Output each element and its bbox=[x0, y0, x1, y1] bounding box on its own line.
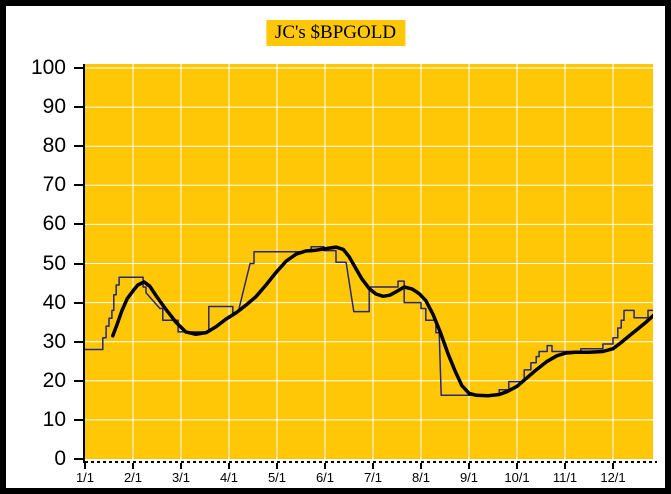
x-axis-tick-label: 3/1 bbox=[171, 470, 191, 485]
y-axis-tick bbox=[74, 458, 84, 460]
x-axis-tick bbox=[516, 463, 518, 469]
x-axis-tick bbox=[372, 463, 374, 469]
x-axis-tick-label: 4/1 bbox=[219, 470, 239, 485]
y-axis-tick-label: 90 bbox=[42, 95, 66, 119]
x-axis-tick-label: 6/1 bbox=[315, 470, 335, 485]
x-axis-tick bbox=[132, 463, 134, 469]
chart-title: JC's $BPGOLD bbox=[265, 20, 406, 46]
x-axis-tick bbox=[228, 463, 230, 469]
y-axis-tick bbox=[74, 418, 84, 421]
y-axis-tick-label: 100 bbox=[30, 56, 66, 79]
y-axis-tick-label: 20 bbox=[42, 368, 66, 392]
y-axis-tick-label: 50 bbox=[42, 251, 66, 275]
y-axis-tick bbox=[74, 379, 84, 382]
y-axis-tick-label: 60 bbox=[42, 212, 66, 236]
x-axis-tick bbox=[324, 463, 326, 469]
x-axis-tick bbox=[84, 463, 86, 469]
y-axis-tick-label: 0 bbox=[54, 447, 66, 470]
plot-area bbox=[85, 64, 653, 459]
y-axis-tick bbox=[74, 106, 84, 109]
x-axis-tick bbox=[276, 463, 278, 469]
moving-average-line bbox=[111, 245, 653, 398]
x-axis-tick bbox=[564, 463, 566, 469]
x-axis-tick-label: 8/1 bbox=[411, 470, 431, 485]
bullish-percent-step-line bbox=[85, 245, 653, 397]
y-axis-tick bbox=[74, 145, 84, 148]
x-axis-tick-label: 11/1 bbox=[552, 470, 578, 485]
x-axis-tick-label: 12/1 bbox=[600, 470, 626, 485]
chart-canvas bbox=[85, 64, 653, 459]
x-axis-dashed-line bbox=[85, 461, 657, 463]
x-axis-tick bbox=[468, 463, 470, 469]
x-axis-tick-label: 10/1 bbox=[504, 470, 530, 485]
x-axis-tick-label: 5/1 bbox=[267, 470, 287, 485]
y-axis-tick bbox=[74, 301, 84, 304]
y-axis-tick bbox=[74, 223, 84, 226]
y-axis-line bbox=[83, 64, 85, 463]
y-axis-tick-label: 30 bbox=[42, 329, 66, 353]
x-axis-tick-label: 1/1 bbox=[75, 470, 95, 485]
x-axis-tick bbox=[420, 463, 422, 469]
y-axis-tick-label: 80 bbox=[42, 134, 66, 158]
x-axis-tick-label: 7/1 bbox=[363, 470, 383, 485]
y-axis-tick-label: 10 bbox=[42, 407, 66, 431]
y-axis-tick bbox=[74, 262, 84, 265]
y-axis-tick-label: 40 bbox=[42, 290, 66, 314]
x-axis-tick bbox=[180, 463, 182, 469]
y-axis-tick-label: 70 bbox=[42, 173, 66, 197]
y-axis-tick bbox=[74, 67, 84, 69]
y-axis-tick bbox=[74, 340, 84, 343]
x-axis-tick bbox=[612, 463, 614, 469]
x-axis-tick-label: 9/1 bbox=[459, 470, 479, 485]
y-axis-tick bbox=[74, 184, 84, 187]
x-axis-tick-label: 2/1 bbox=[123, 470, 143, 485]
